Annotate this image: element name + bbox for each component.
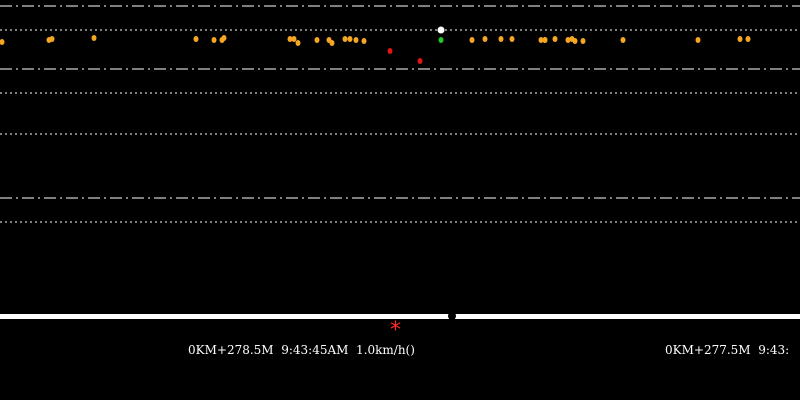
detection-selected-top[interactable] — [437, 26, 445, 34]
detection-vehicle[interactable] — [620, 37, 626, 43]
detection-vehicle[interactable] — [314, 37, 320, 43]
detection-vehicle[interactable] — [193, 36, 199, 42]
detection-vehicle[interactable] — [542, 37, 548, 43]
track-bar — [0, 314, 800, 319]
detection-vehicle[interactable] — [49, 36, 55, 42]
detection-vehicle[interactable] — [538, 37, 544, 43]
detection-vehicle[interactable] — [498, 36, 504, 42]
detection-vehicle[interactable] — [580, 38, 586, 44]
detection-alert[interactable] — [387, 48, 393, 54]
detection-vehicle[interactable] — [211, 37, 217, 43]
detection-vehicle[interactable] — [0, 39, 5, 45]
detection-vehicle[interactable] — [329, 40, 335, 46]
detection-vehicle[interactable] — [353, 37, 359, 43]
detection-vehicle[interactable] — [91, 35, 97, 41]
detection-alert[interactable] — [417, 58, 423, 64]
detection-vehicle[interactable] — [287, 36, 293, 42]
detection-vehicle[interactable] — [737, 36, 743, 42]
detection-vehicle[interactable] — [291, 36, 297, 42]
detection-vehicle[interactable] — [342, 36, 348, 42]
detection-vehicle[interactable] — [552, 36, 558, 42]
alert-marker-icon: * — [390, 318, 401, 343]
status-label-next: 0KM+277.5M 9:43: — [665, 343, 790, 357]
detection-selected-bottom[interactable] — [438, 37, 444, 43]
status-label-current: 0KM+278.5M 9:43:45AM 1.0km/h() — [188, 343, 415, 357]
detection-vehicle[interactable] — [469, 37, 475, 43]
detection-vehicle[interactable] — [695, 37, 701, 43]
detection-vehicle[interactable] — [482, 36, 488, 42]
track-position-marker[interactable] — [448, 312, 456, 320]
detection-vehicle[interactable] — [347, 36, 353, 42]
detection-vehicle[interactable] — [295, 40, 301, 46]
detection-vehicle[interactable] — [509, 36, 515, 42]
detection-layer — [0, 26, 751, 64]
detection-vehicle[interactable] — [221, 35, 227, 41]
detection-vehicle[interactable] — [565, 37, 571, 43]
detection-vehicle[interactable] — [361, 38, 367, 44]
detection-vehicle[interactable] — [569, 36, 575, 42]
detection-vehicle[interactable] — [745, 36, 751, 42]
